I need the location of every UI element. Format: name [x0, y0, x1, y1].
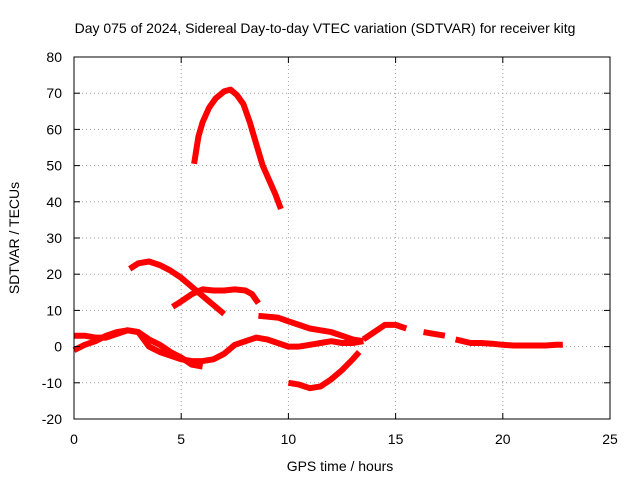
series-arc-15-plateau [171, 286, 261, 310]
series-arc-10-decline [258, 312, 364, 345]
grid-layer [74, 57, 610, 419]
x-tick-label: 15 [388, 431, 404, 447]
y-tick-label: 80 [46, 49, 62, 65]
series-arc-dip [287, 350, 362, 392]
x-tick-label: 5 [177, 431, 185, 447]
chart-title: Day 075 of 2024, Sidereal Day-to-day VTE… [75, 20, 576, 36]
series-arc-20-descent [128, 258, 227, 317]
y-tick-label: 20 [46, 266, 62, 282]
series-arc-late-2 [423, 329, 446, 339]
y-tick-label: -10 [42, 375, 62, 391]
x-tick-label: 20 [495, 431, 511, 447]
series-arc-peak [191, 86, 284, 211]
tick-layer: 0 5 10 15 20 25 -20 -10 0 10 20 30 40 50 60 70 80 [42, 49, 618, 447]
x-tick-label: 10 [281, 431, 297, 447]
x-axis-title: GPS time / hours [287, 458, 394, 474]
x-tick-label: 0 [70, 431, 78, 447]
series-layer [72, 86, 563, 392]
series-arc-late [361, 321, 408, 342]
y-tick-label: 0 [54, 339, 62, 355]
x-tick-label: 25 [602, 431, 618, 447]
series-arc-tail [454, 336, 563, 349]
y-tick-label: 60 [46, 121, 62, 137]
y-axis-title: SDTVAR / TECUs [6, 182, 22, 294]
y-tick-label: -20 [42, 411, 62, 427]
y-tick-label: 70 [46, 85, 62, 101]
y-tick-label: 10 [46, 302, 62, 318]
y-tick-label: 30 [46, 230, 62, 246]
y-tick-label: 40 [46, 194, 62, 210]
series-arc-mid-low [72, 327, 364, 365]
y-tick-label: 50 [46, 158, 62, 174]
